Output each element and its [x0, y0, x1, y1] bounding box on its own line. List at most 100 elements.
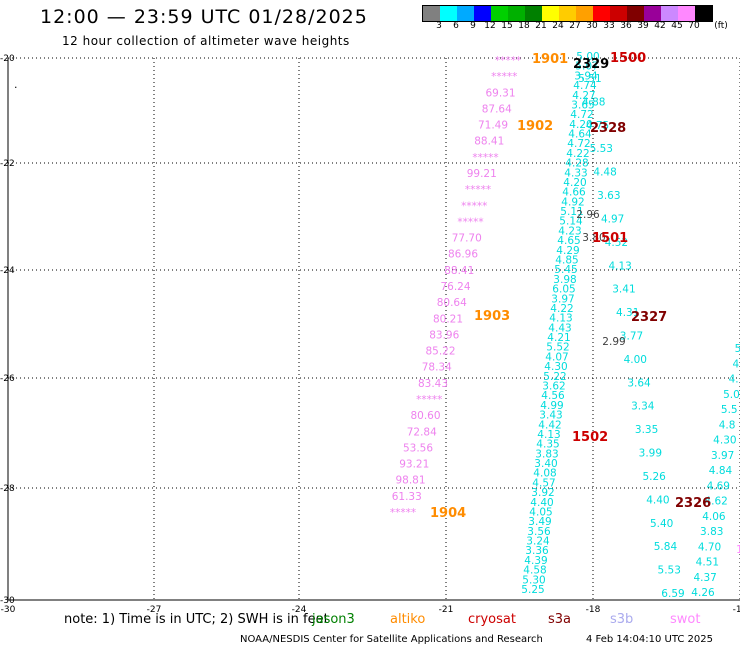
- swh-value-pink: 69.31: [485, 87, 515, 99]
- colorbar-tick-label: 42: [654, 21, 666, 31]
- credit-text: NOAA/NESDIS Center for Satellite Applica…: [240, 634, 543, 645]
- longitude-label: -30: [1, 605, 16, 615]
- swh-value-cyan: 6.05: [552, 284, 575, 296]
- colorbar-swatch: [593, 6, 610, 21]
- latitude-label: -20: [0, 54, 15, 64]
- latitude-label: -24: [0, 266, 15, 276]
- swh-value-cyan: 4.52: [605, 237, 628, 249]
- colorbar-swatch: [644, 6, 661, 21]
- swh-value-cyan: 4.37: [693, 572, 716, 584]
- swh-value-cyan: 4.22: [566, 148, 589, 160]
- satellite-legend-s3b: s3b: [610, 612, 634, 627]
- swh-value-cyan: 3.64: [627, 377, 651, 389]
- swh-value-cyan: 4.70: [698, 541, 721, 553]
- swh-value-cyan: 4.88: [582, 96, 605, 108]
- pass-label-1500: 1500: [610, 51, 646, 66]
- page-title: 12:00 — 23:59 UTC 01/28/2025: [40, 6, 368, 28]
- swh-value-cyan: 4.72: [570, 109, 593, 121]
- swh-value-pink: 80.64: [437, 297, 467, 309]
- swh-value-cyan: 4.40: [646, 494, 669, 506]
- swh-value-cyan: 4.29: [556, 245, 579, 257]
- colorbar-tick-label: 33: [603, 21, 615, 31]
- swh-value-pink: 80.60: [410, 410, 440, 422]
- swh-value-cyan: 4.51: [696, 557, 719, 569]
- pass-label-1502: 1502: [572, 430, 608, 445]
- longitude-label: -27: [147, 605, 162, 615]
- pass-label-1903: 1903: [474, 309, 510, 324]
- swh-value-cyan: 4.00: [624, 354, 647, 366]
- swh-value-cyan: 4.27: [572, 90, 595, 102]
- swh-value-cyan: 4.74: [573, 80, 597, 92]
- swh-value-cyan: 4.26: [691, 587, 715, 599]
- swh-value-cyan: 3.35: [635, 424, 658, 436]
- colorbar-tick-label: 6: [453, 21, 459, 31]
- stray-mark: .: [14, 78, 18, 91]
- swh-value-cyan: 3.77: [620, 331, 643, 343]
- colorbar-swatch: [457, 6, 474, 21]
- swh-value-pink: *****: [465, 184, 491, 196]
- swh-value-cyan: 5.53: [590, 143, 613, 155]
- swh-value-cyan: 5.25: [521, 584, 544, 596]
- swh-value-cyan: 4.20: [569, 119, 592, 131]
- colorbar-swatch: [423, 6, 440, 21]
- swh-value-cyan: 4.05: [529, 506, 552, 518]
- swh-value-gray: 2.99: [602, 336, 625, 348]
- swh-value-cyan: 4.56: [541, 390, 565, 402]
- swh-value-pink: 71.49: [478, 120, 508, 132]
- colorbar-tick-label: 36: [620, 21, 632, 31]
- swh-value-cyan: 5.51: [578, 73, 601, 85]
- swh-value-cyan: 5.0: [723, 389, 740, 401]
- swh-value-cyan: 3.83: [700, 526, 723, 538]
- swh-value-cyan: 5.11: [560, 206, 583, 218]
- swh-value-cyan: 5.84: [654, 541, 678, 553]
- swh-value-cyan: 3.56: [527, 526, 551, 538]
- swh-value-cyan: 4.57: [532, 477, 555, 489]
- colorbar-swatch: [576, 6, 593, 21]
- swh-value-cyan: 3.94: [574, 70, 598, 82]
- colorbar-swatch: [695, 6, 712, 21]
- swh-value-pink: 72.84: [407, 426, 437, 438]
- longitude-label: -24: [292, 605, 307, 615]
- swh-value-edge: 1: [736, 543, 740, 556]
- page-subtitle: 12 hour collection of altimeter wave hei…: [62, 34, 350, 48]
- swh-value-cyan: 4.22: [550, 303, 573, 315]
- swh-value-cyan: 3.24: [526, 536, 550, 548]
- swh-value-pink: 98.81: [395, 475, 425, 487]
- swh-value-pink: 88.41: [444, 265, 474, 277]
- swh-value-cyan: 4.69: [707, 480, 730, 492]
- colorbar-tick-label: 21: [535, 21, 547, 31]
- swh-value-pink: *****: [472, 152, 498, 164]
- swh-value-cyan: 4.65: [557, 235, 580, 247]
- swh-value-cyan: 4.99: [540, 400, 563, 412]
- swh-value-pink: *****: [390, 507, 416, 519]
- satellite-legend-altiko: altiko: [390, 612, 426, 627]
- latitude-label: -26: [0, 374, 15, 384]
- swh-value-cyan: 5: [735, 343, 740, 355]
- swh-value-cyan: 3.65: [571, 99, 594, 111]
- swh-value-pink: *****: [416, 394, 442, 406]
- swh-value-cyan: 4.92: [561, 196, 584, 208]
- swh-value-cyan: 5.30: [522, 574, 545, 586]
- swh-value-cyan: 3.43: [539, 410, 562, 422]
- swh-value-cyan: 3.36: [525, 545, 549, 557]
- colorbar-swatch: [610, 6, 627, 21]
- swh-value-cyan: 4: [732, 358, 739, 370]
- swh-value-pink: 85.22: [425, 346, 455, 358]
- swh-value-pink: *****: [495, 55, 521, 67]
- swh-value-pink: 78.34: [422, 362, 452, 374]
- colorbar-tick-label: 27: [569, 21, 581, 31]
- swh-value-cyan: 4.72: [567, 138, 590, 150]
- satellite-legend-swot: swot: [670, 612, 701, 627]
- swh-value-cyan: 3.34: [631, 401, 655, 413]
- swh-value-cyan: 4.13: [608, 260, 631, 272]
- swh-value-cyan: 5.53: [658, 565, 681, 577]
- satellite-legend-jason3: jason3: [312, 612, 355, 627]
- swh-value-pink: *****: [491, 71, 517, 83]
- swh-value-cyan: 4.35: [536, 439, 559, 451]
- swh-value-cyan: 4.43: [548, 322, 571, 334]
- swh-value-cyan: 4.06: [702, 511, 726, 523]
- swh-value-cyan: 3.62: [542, 380, 565, 392]
- swh-value-cyan: 3.97: [711, 450, 734, 462]
- colorbar-tick-label: 24: [552, 21, 564, 31]
- swh-value-cyan: 4.07: [545, 351, 568, 363]
